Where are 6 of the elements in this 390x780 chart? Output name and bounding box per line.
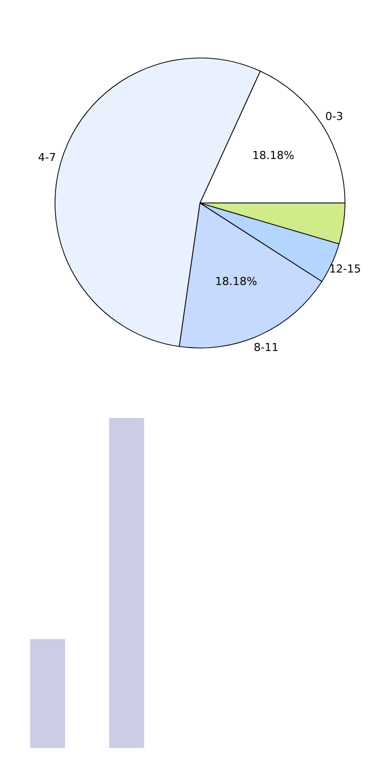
data-label: 18.18% [215,275,258,288]
data-label: 18.18% [252,148,294,162]
slice-label: 4-7 [38,151,56,164]
slice-label: 0-3 [325,110,344,123]
slice-label: 12-15 [329,262,362,276]
slice-label: 8-11 [254,341,279,354]
